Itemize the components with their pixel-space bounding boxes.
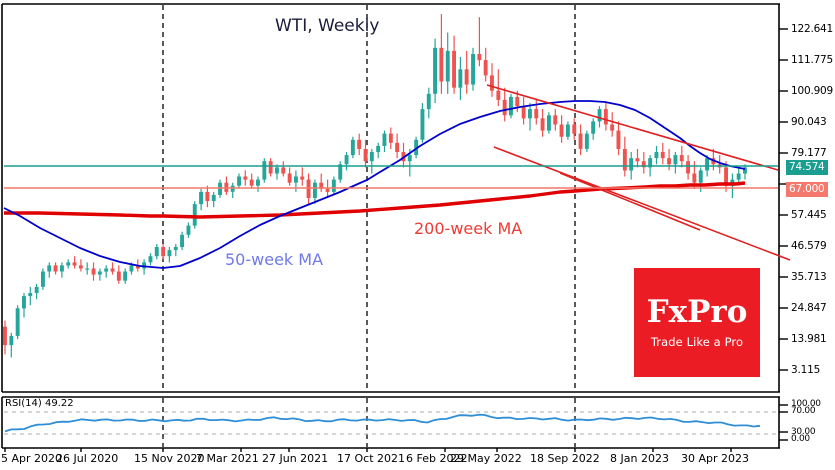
y-tick-label: 100.909 <box>791 85 834 97</box>
rsi-tick-label: 70.00 <box>791 406 816 416</box>
y-tick-label: 24.847 <box>791 302 827 314</box>
ma200-annotation: 200-week MA <box>414 219 523 238</box>
x-tick-label: 5 Apr 2020 <box>1 452 63 465</box>
resistance-badge: 74.574 <box>786 160 828 175</box>
price-axis-ticks <box>779 28 788 371</box>
y-tick-label: 46.579 <box>791 240 827 252</box>
fxpro-logo: FxPro Trade Like a Pro <box>634 268 760 377</box>
x-tick-label: 15 Nov 2020 <box>134 452 205 465</box>
rsi-axis-ticks <box>779 404 788 441</box>
x-tick-label: 27 Jun 2021 <box>262 452 329 465</box>
y-tick-label: 57.445 <box>791 209 827 221</box>
candlestick-series <box>3 14 747 358</box>
ma50-annotation: 50-week MA <box>225 250 324 269</box>
y-tick-label: 79.177 <box>791 147 827 159</box>
rsi-tick-label: 0.00 <box>791 434 810 444</box>
x-tick-label: 30 Apr 2023 <box>681 452 750 465</box>
rsi-tick-label: 100.00 <box>791 399 821 409</box>
y-tick-label: 3.115 <box>791 364 821 376</box>
x-tick-label: 18 Sep 2022 <box>530 452 600 465</box>
x-tick-label: 8 Jan 2023 <box>610 452 669 465</box>
x-tick-label: 6 Feb 2022 <box>406 452 468 465</box>
fxpro-wordmark: FxPro <box>646 293 748 330</box>
y-tick-label: 122.641 <box>791 23 834 35</box>
y-tick-label: 90.043 <box>791 116 827 128</box>
x-tick-label: 29 May 2022 <box>450 452 522 465</box>
rsi-tick-label: 30.00 <box>791 427 816 437</box>
rsi-line <box>4 413 761 433</box>
trendline-lower-seg <box>559 172 701 231</box>
vertical-marker-lines <box>162 5 576 447</box>
ma200-line <box>4 181 746 219</box>
price-panel-frame <box>1 3 780 393</box>
y-tick-label: 13.981 <box>791 333 827 345</box>
y-tick-label: 111.775 <box>791 54 834 66</box>
fxpro-tagline: Trade Like a Pro <box>650 334 744 349</box>
date-axis-ticks <box>4 448 732 452</box>
y-tick-label: 35.713 <box>791 271 827 283</box>
x-tick-label: 26 Jul 2020 <box>56 452 119 465</box>
x-tick-label: 17 Oct 2021 <box>337 452 406 465</box>
rsi-guides <box>4 411 778 435</box>
chart-title: WTI, Weekly <box>275 16 380 36</box>
trendline-upper <box>486 84 779 171</box>
x-tick-label: 7 Mar 2021 <box>196 452 259 465</box>
support-badge: 67.000 <box>786 182 828 197</box>
rsi-readout: RSI(14) 49.22 <box>5 398 74 409</box>
ma50-line <box>3 100 746 269</box>
